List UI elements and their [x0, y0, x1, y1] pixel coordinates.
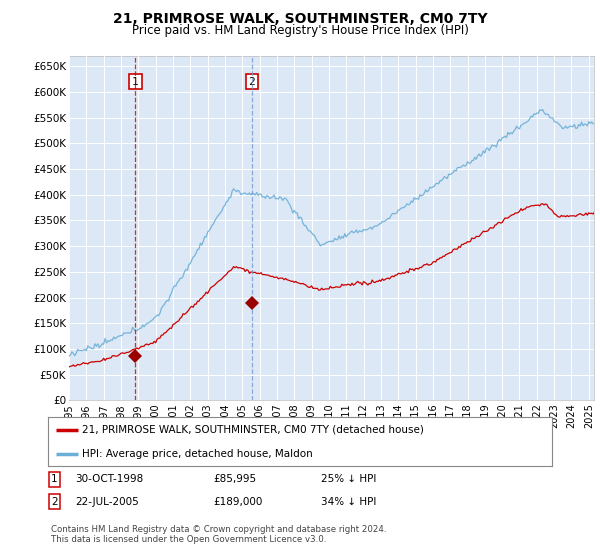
- Text: £189,000: £189,000: [213, 497, 262, 507]
- Text: 2: 2: [248, 77, 255, 87]
- Text: 34% ↓ HPI: 34% ↓ HPI: [321, 497, 376, 507]
- Text: £85,995: £85,995: [213, 474, 256, 484]
- Text: Contains HM Land Registry data © Crown copyright and database right 2024.
This d: Contains HM Land Registry data © Crown c…: [51, 525, 386, 544]
- Text: 25% ↓ HPI: 25% ↓ HPI: [321, 474, 376, 484]
- Text: 21, PRIMROSE WALK, SOUTHMINSTER, CM0 7TY: 21, PRIMROSE WALK, SOUTHMINSTER, CM0 7TY: [113, 12, 487, 26]
- Text: 1: 1: [51, 474, 58, 484]
- Text: 22-JUL-2005: 22-JUL-2005: [76, 497, 139, 507]
- Bar: [136, 56, 252, 400]
- Text: 1: 1: [132, 77, 139, 87]
- Text: Price paid vs. HM Land Registry's House Price Index (HPI): Price paid vs. HM Land Registry's House …: [131, 24, 469, 37]
- Text: 21, PRIMROSE WALK, SOUTHMINSTER, CM0 7TY (detached house): 21, PRIMROSE WALK, SOUTHMINSTER, CM0 7TY…: [82, 425, 424, 435]
- Text: 30-OCT-1998: 30-OCT-1998: [76, 474, 144, 484]
- Text: 2: 2: [51, 497, 58, 507]
- Text: HPI: Average price, detached house, Maldon: HPI: Average price, detached house, Mald…: [82, 449, 313, 459]
